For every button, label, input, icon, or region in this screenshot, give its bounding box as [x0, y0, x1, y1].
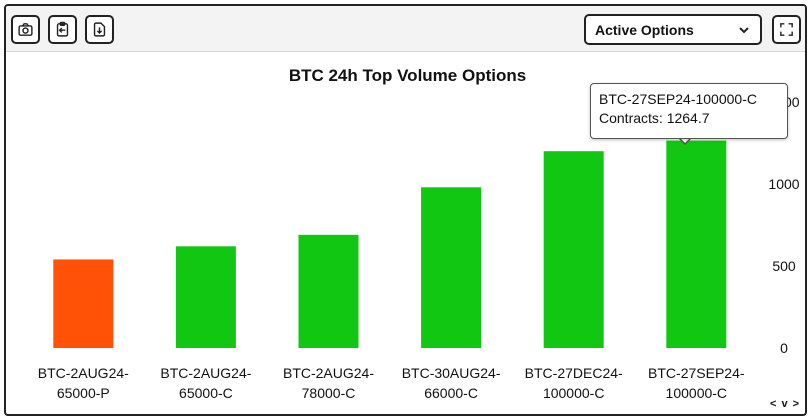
- toolbar: Active Options: [6, 6, 805, 52]
- bar-3[interactable]: [421, 187, 482, 348]
- tooltip-value: Contracts: 1264.7: [599, 110, 710, 126]
- tooltip-title: BTC-27SEP24-100000-C: [599, 91, 757, 107]
- options-select-value: Active Options: [595, 21, 694, 38]
- x-tick-label: BTC-2AUG24-: [38, 365, 129, 381]
- chart-panel: Active Options BTC 24h Top Volume Option…: [4, 4, 807, 416]
- bar-0[interactable]: [53, 259, 114, 348]
- bar-2[interactable]: [298, 234, 359, 348]
- options-select[interactable]: Active Options: [584, 14, 762, 45]
- chevron-down-icon: [739, 26, 749, 33]
- x-tick-label: BTC-30AUG24-: [402, 365, 501, 381]
- x-tick-label: 65000-P: [57, 385, 110, 401]
- bar-1[interactable]: [175, 246, 236, 348]
- x-tick-label: 100000-C: [543, 385, 605, 401]
- chart-area: BTC 24h Top Volume Options BTC-2AUG24- 65…: [6, 52, 805, 414]
- fullscreen-button[interactable]: [772, 15, 801, 44]
- x-tick-label: 66000-C: [424, 385, 478, 401]
- x-tick-label: 65000-C: [179, 385, 233, 401]
- y-tick-label: 0: [780, 340, 788, 356]
- download-icon: [93, 22, 106, 37]
- x-tick-label: 78000-C: [302, 385, 356, 401]
- camera-icon: [18, 23, 33, 36]
- bar-chart: BTC-2AUG24- 65000-P BTC-2AUG24- 65000-C BTC-…: [38, 94, 800, 401]
- x-tick-label: BTC-27DEC24-: [525, 365, 623, 381]
- y-tick-label: 1000: [768, 176, 799, 192]
- y-tick-label: 500: [772, 258, 796, 274]
- tooltip-arrow: [678, 137, 692, 145]
- x-tick-label: 100000-C: [666, 385, 728, 401]
- chart-nav-arrows[interactable]: < v >: [770, 398, 801, 410]
- copy-data-button[interactable]: [48, 15, 77, 44]
- bar-5[interactable]: [666, 140, 727, 348]
- chart-tooltip: BTC-27SEP24-100000-C Contracts: 1264.7: [590, 83, 788, 139]
- x-tick-label: BTC-27SEP24-: [648, 365, 745, 381]
- bar-4[interactable]: [543, 151, 604, 348]
- chart-title: BTC 24h Top Volume Options: [288, 66, 527, 85]
- download-button[interactable]: [85, 15, 114, 44]
- clipboard-import-icon: [56, 21, 69, 37]
- screenshot-button[interactable]: [11, 15, 40, 44]
- x-tick-label: BTC-2AUG24-: [160, 365, 251, 381]
- fullscreen-icon: [780, 23, 793, 36]
- x-tick-label: BTC-2AUG24-: [283, 365, 374, 381]
